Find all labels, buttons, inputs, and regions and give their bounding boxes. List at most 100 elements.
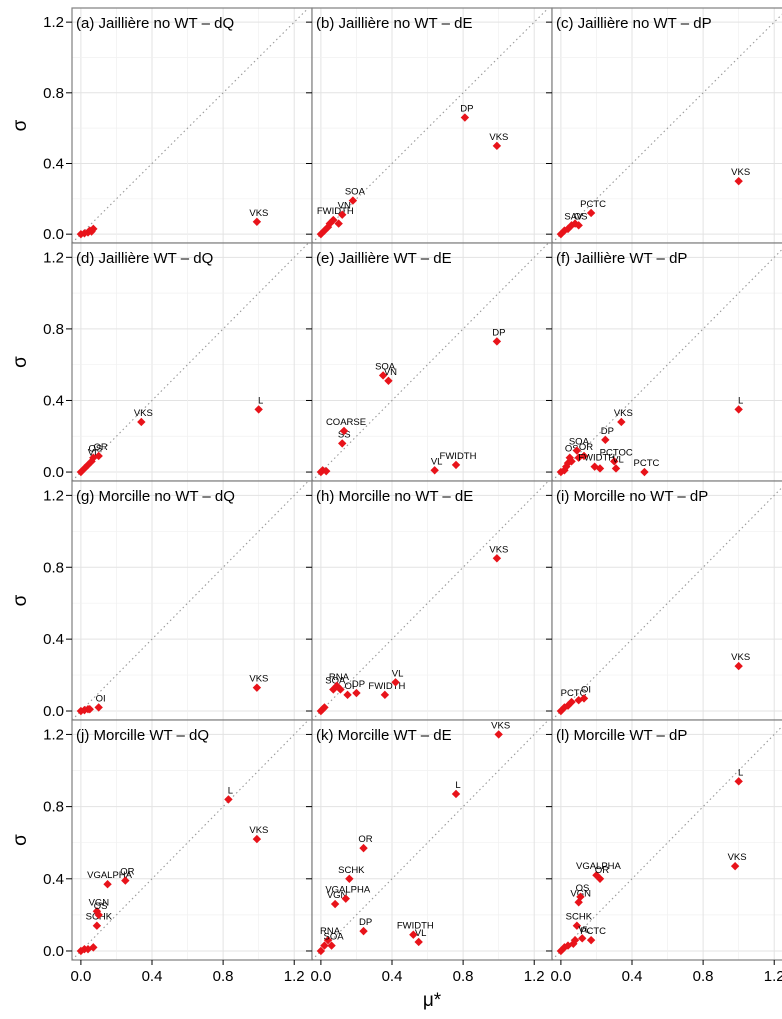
y-tick-label: 1.2: [43, 726, 64, 743]
data-point: [562, 462, 571, 471]
data-point: [494, 730, 503, 739]
panel-title: (h) Morcille no WT – dE: [316, 488, 473, 505]
panel-l: (l) Morcille WT – dP0.00.40.81.2SCHKVGNO…: [546, 719, 782, 985]
data-point: [734, 176, 743, 186]
x-tick-label: 1.2: [284, 968, 305, 985]
data-point: [94, 451, 103, 461]
point-label: VKS: [249, 825, 268, 836]
panel-a: (a) Jaillière no WT – dQ 0.0 0.4 0.8 1.2 VKS σ: [10, 7, 313, 244]
panel-title: (d) Jaillière WT – dQ: [76, 250, 213, 267]
data-point: [87, 227, 96, 236]
panel-g: (g) Morcille no WT – dQ 0.0 0.4 0.8 1.2 OI VKS…: [10, 480, 313, 721]
point-label: VL: [431, 456, 443, 467]
reference-line: [311, 242, 549, 482]
panel-background: [72, 243, 312, 481]
data-point: [348, 196, 358, 205]
point-label: FWIDTH: [578, 453, 615, 464]
reference-line: [71, 480, 309, 721]
reference-line: [551, 486, 782, 721]
point-label: SOA: [325, 675, 346, 686]
data-point: [578, 934, 587, 943]
data-point: [567, 697, 576, 707]
point-label: L: [738, 767, 743, 778]
point-label: SOA: [324, 932, 345, 943]
point-label: OI: [96, 693, 106, 704]
data-point: [320, 703, 329, 712]
x-tick-label: 0.4: [142, 968, 163, 985]
point-label: SCHK: [338, 865, 365, 876]
point-label: DP: [359, 917, 372, 928]
panel-background: [72, 8, 312, 243]
point-label: VL: [88, 447, 100, 458]
data-point: [336, 685, 345, 694]
data-point: [414, 937, 423, 947]
point-label: VKS: [731, 652, 750, 663]
data-point: [323, 222, 333, 232]
data-point: [565, 453, 574, 462]
data-point: [359, 843, 368, 853]
point-label: VL: [415, 928, 427, 939]
panel-title: (a) Jaillière no WT – dQ: [76, 15, 234, 32]
y-tick-label: 0.8: [43, 799, 64, 816]
data-point: [611, 464, 621, 473]
panel-title: (e) Jaillière WT – dE: [316, 250, 452, 267]
point-label: SOA: [569, 437, 590, 448]
data-point: [338, 439, 347, 448]
data-point: [330, 899, 340, 909]
y-axis-label: σ: [10, 594, 31, 606]
point-label: VKS: [491, 720, 510, 731]
point-label: OR: [120, 867, 134, 878]
point-label: OR: [94, 442, 108, 453]
data-point: [254, 405, 263, 414]
panel-border: [551, 719, 782, 961]
data-point: [586, 935, 596, 945]
point-label: L: [228, 785, 233, 796]
data-point: [492, 141, 502, 151]
data-point: [345, 874, 354, 883]
data-point: [332, 681, 342, 691]
point-label: VKS: [614, 408, 633, 419]
data-point: [574, 696, 583, 705]
data-point: [451, 460, 461, 470]
point-label: RNA: [320, 926, 341, 937]
point-label: FWIDTH: [440, 451, 477, 462]
point-label: L: [738, 395, 743, 406]
data-point: [734, 661, 743, 671]
point-label: VKS: [134, 408, 153, 419]
data-point: [329, 215, 338, 225]
point-label: PCTC: [580, 199, 606, 210]
reference-line: [71, 7, 309, 244]
data-point: [352, 688, 361, 698]
data-point: [586, 208, 596, 218]
data-point: [316, 946, 326, 956]
point-label: SCHK: [566, 912, 593, 923]
point-label: DP: [460, 104, 473, 115]
data-point: [574, 221, 583, 230]
x-tick-label: 0.8: [453, 968, 474, 985]
point-label: VKS: [249, 674, 268, 685]
data-point: [570, 935, 580, 945]
y-tick-label: 1.2: [43, 14, 64, 31]
point-label: COARSE: [326, 417, 366, 428]
panel-background: [552, 8, 782, 243]
data-point: [85, 705, 94, 714]
data-point: [329, 685, 338, 694]
data-point: [378, 371, 388, 380]
data-point: [103, 880, 112, 889]
data-point: [380, 690, 390, 700]
data-point: [338, 210, 347, 219]
data-point: [595, 874, 605, 883]
point-label: VN: [384, 367, 397, 378]
data-point: [323, 935, 333, 945]
x-tick-label: 0.4: [622, 968, 643, 985]
point-label: L: [258, 395, 263, 406]
point-label: OI: [581, 684, 591, 695]
data-point: [492, 554, 502, 563]
point-label: VL: [392, 668, 404, 679]
data-point: [92, 921, 102, 930]
point-label: DP: [352, 679, 365, 690]
point-label: VL: [578, 924, 590, 935]
